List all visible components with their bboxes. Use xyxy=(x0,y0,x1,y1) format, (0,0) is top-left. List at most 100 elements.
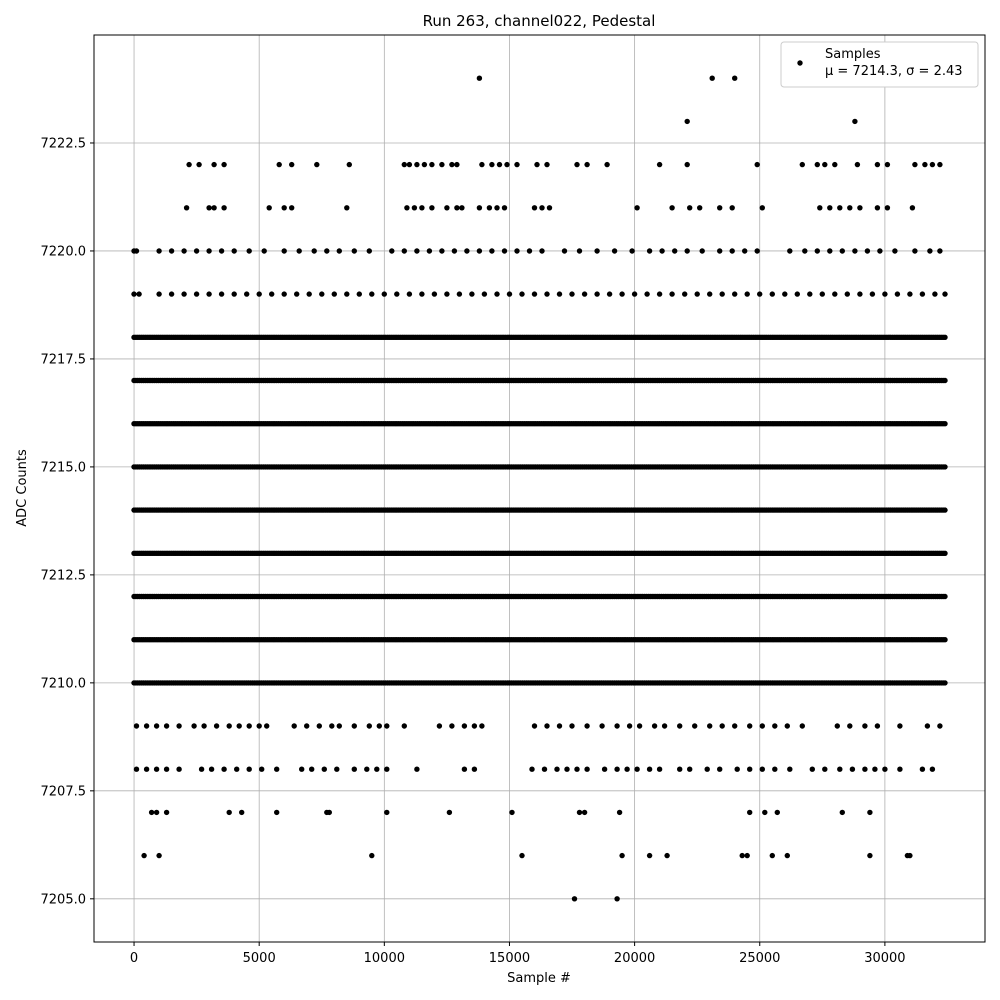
x-axis-label: Sample # xyxy=(507,971,571,986)
data-point xyxy=(569,723,575,729)
data-point xyxy=(884,205,891,211)
data-point xyxy=(604,161,610,168)
data-point xyxy=(476,205,483,211)
data-point xyxy=(446,809,453,816)
data-point xyxy=(381,291,387,297)
data-point xyxy=(471,766,478,772)
data-point xyxy=(769,852,775,859)
data-point xyxy=(857,291,863,297)
data-point xyxy=(656,161,663,168)
data-point xyxy=(366,723,372,729)
data-point xyxy=(942,377,948,384)
data-point xyxy=(864,248,871,254)
data-point xyxy=(576,248,583,254)
data-point xyxy=(852,248,858,254)
data-point xyxy=(494,205,500,211)
data-point xyxy=(206,205,212,211)
data-point xyxy=(687,766,693,772)
data-point xyxy=(531,205,538,211)
data-point xyxy=(614,723,620,729)
data-point xyxy=(942,593,948,600)
data-point xyxy=(143,766,150,772)
data-point xyxy=(687,205,693,211)
data-point xyxy=(431,291,438,297)
data-point xyxy=(799,161,805,168)
data-point xyxy=(246,723,252,729)
data-point xyxy=(897,723,903,729)
data-point xyxy=(296,248,302,254)
data-point xyxy=(449,723,455,729)
data-point xyxy=(281,291,287,297)
data-point xyxy=(529,766,535,772)
data-point xyxy=(659,248,665,254)
data-point xyxy=(697,205,703,211)
data-point xyxy=(496,161,503,168)
y-tick-label: 7212.5 xyxy=(41,568,87,583)
data-point xyxy=(481,291,488,297)
data-point xyxy=(329,723,335,729)
data-point xyxy=(651,723,658,729)
data-point xyxy=(506,291,513,297)
data-point xyxy=(942,334,948,340)
data-point xyxy=(211,161,217,168)
data-point xyxy=(892,248,898,254)
y-tick-label: 7217.5 xyxy=(41,352,87,367)
data-point xyxy=(599,723,605,729)
data-point xyxy=(168,291,175,297)
data-point xyxy=(276,161,282,168)
data-point xyxy=(281,205,287,211)
data-point xyxy=(489,248,495,254)
data-point xyxy=(141,852,147,859)
data-point xyxy=(631,291,638,297)
data-point xyxy=(401,248,407,254)
data-point xyxy=(561,248,568,254)
data-point xyxy=(784,723,790,729)
data-point xyxy=(163,723,170,729)
data-point xyxy=(872,766,878,772)
data-point xyxy=(266,205,272,211)
y-tick-label: 7205.0 xyxy=(41,892,87,907)
data-point xyxy=(759,205,765,211)
data-point xyxy=(419,205,425,211)
data-point xyxy=(556,723,563,729)
data-point xyxy=(351,723,357,729)
data-point xyxy=(193,291,200,297)
data-point xyxy=(699,248,705,254)
data-point xyxy=(456,291,463,297)
data-point xyxy=(156,248,162,254)
data-point xyxy=(419,291,425,297)
data-point xyxy=(867,852,873,859)
data-point xyxy=(787,248,793,254)
data-point xyxy=(411,205,418,211)
legend-marker xyxy=(797,60,803,66)
x-axis-ticks: 0 5000 10000 15000 20000 25000 30000 xyxy=(130,942,906,966)
data-point xyxy=(334,766,340,772)
data-point xyxy=(344,205,350,211)
data-point xyxy=(772,766,778,772)
data-point xyxy=(759,723,765,729)
data-point xyxy=(854,161,861,168)
data-point xyxy=(937,161,943,168)
data-point xyxy=(732,75,738,81)
plot-area xyxy=(94,35,985,942)
data-point xyxy=(942,550,948,556)
data-point xyxy=(942,291,948,297)
y-tick-label: 7210.0 xyxy=(41,676,87,691)
data-point xyxy=(747,766,753,772)
data-point xyxy=(531,723,538,729)
x-tick-label: 25000 xyxy=(739,951,780,966)
data-point xyxy=(264,723,270,729)
data-point xyxy=(677,766,683,772)
data-point xyxy=(717,248,723,254)
y-tick-label: 7207.5 xyxy=(41,784,87,799)
data-point xyxy=(814,248,820,254)
data-point xyxy=(882,291,888,297)
data-point xyxy=(476,248,483,254)
data-point xyxy=(747,809,753,816)
x-tick-label: 0 xyxy=(130,951,138,966)
data-point xyxy=(256,291,262,297)
data-point xyxy=(176,723,182,729)
data-point xyxy=(874,205,881,211)
data-point xyxy=(208,766,215,772)
